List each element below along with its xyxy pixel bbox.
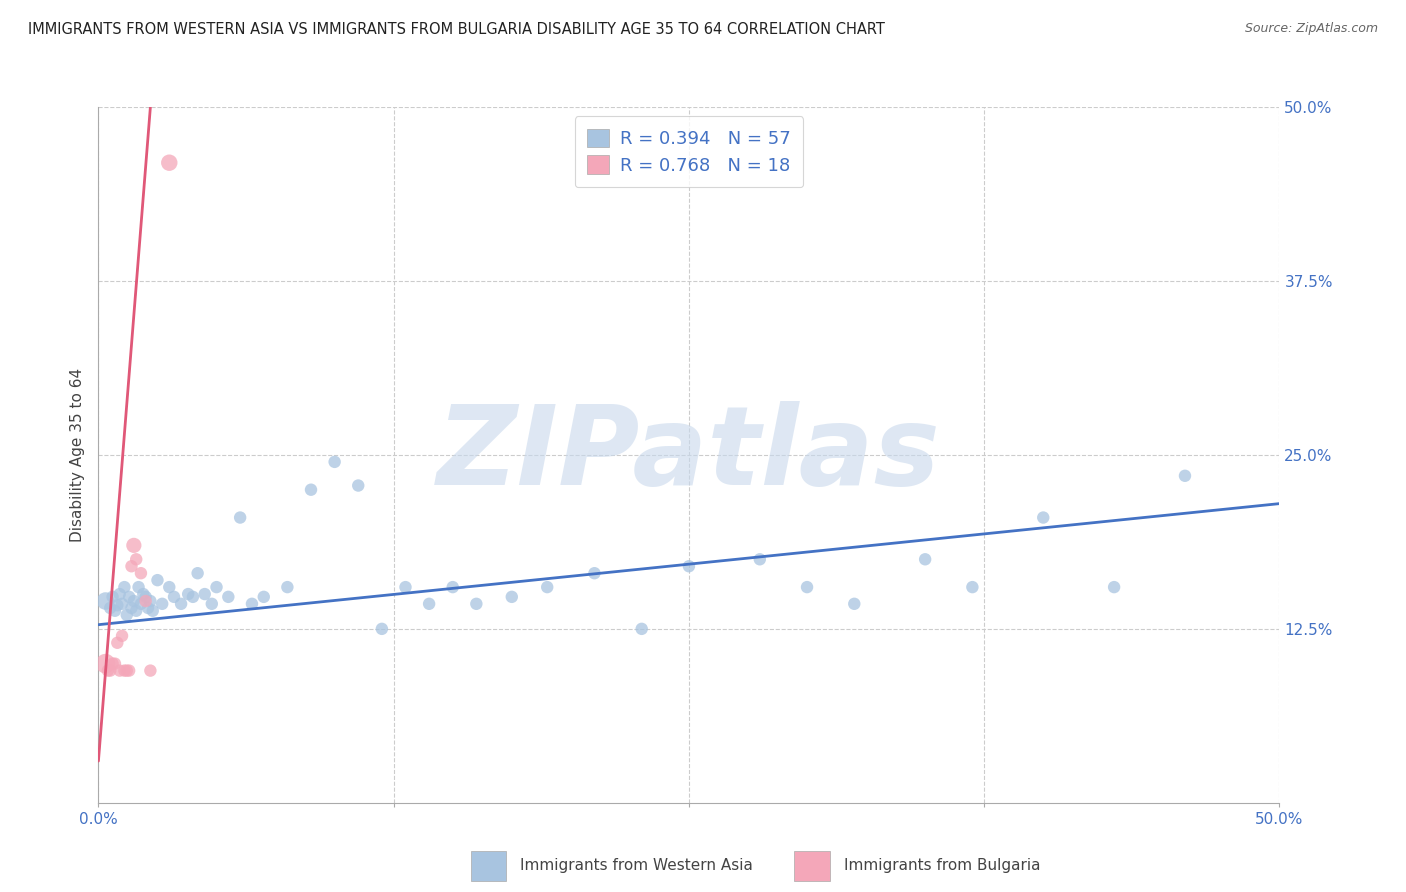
Point bbox=[139, 594, 162, 608]
Point bbox=[111, 597, 134, 611]
Point bbox=[121, 559, 143, 574]
Point bbox=[371, 622, 394, 636]
Point bbox=[194, 587, 217, 601]
Point bbox=[157, 580, 180, 594]
Point bbox=[170, 597, 193, 611]
Point bbox=[347, 478, 370, 492]
Point bbox=[501, 590, 523, 604]
Point bbox=[115, 607, 138, 622]
Y-axis label: Disability Age 35 to 64: Disability Age 35 to 64 bbox=[70, 368, 86, 542]
Point bbox=[104, 604, 127, 618]
Point bbox=[105, 598, 128, 612]
Point bbox=[465, 597, 488, 611]
Point bbox=[217, 590, 239, 604]
Point bbox=[914, 552, 936, 566]
Point bbox=[125, 552, 148, 566]
Point bbox=[276, 580, 298, 594]
Legend: R = 0.394   N = 57, R = 0.768   N = 18: R = 0.394 N = 57, R = 0.768 N = 18 bbox=[575, 116, 803, 187]
Point bbox=[150, 597, 173, 611]
Text: ZIPatlas: ZIPatlas bbox=[437, 401, 941, 508]
Point bbox=[323, 455, 346, 469]
Point bbox=[181, 590, 204, 604]
Point bbox=[122, 538, 145, 552]
Point bbox=[98, 664, 121, 678]
Point bbox=[418, 597, 440, 611]
Point bbox=[441, 580, 464, 594]
Point bbox=[962, 580, 984, 594]
Point bbox=[105, 636, 128, 650]
Point bbox=[136, 601, 159, 615]
Point bbox=[129, 597, 152, 611]
Point bbox=[118, 664, 141, 678]
Point bbox=[135, 594, 157, 608]
Point bbox=[177, 587, 200, 601]
Point bbox=[101, 590, 124, 604]
Point bbox=[108, 587, 131, 601]
Text: Source: ZipAtlas.com: Source: ZipAtlas.com bbox=[1244, 22, 1378, 36]
Point bbox=[98, 601, 121, 615]
Point bbox=[118, 590, 141, 604]
Point bbox=[112, 580, 135, 594]
Point bbox=[1174, 468, 1197, 483]
Point bbox=[205, 580, 228, 594]
Point bbox=[678, 559, 700, 574]
Point bbox=[163, 590, 186, 604]
Point bbox=[139, 664, 162, 678]
Point bbox=[115, 664, 138, 678]
Point bbox=[299, 483, 322, 497]
Point bbox=[111, 629, 134, 643]
Point bbox=[129, 566, 152, 581]
Point bbox=[201, 597, 224, 611]
Point bbox=[97, 664, 120, 678]
Point bbox=[844, 597, 866, 611]
Point bbox=[128, 580, 150, 594]
Point bbox=[748, 552, 770, 566]
Point bbox=[94, 594, 117, 608]
Point bbox=[142, 604, 165, 618]
Point bbox=[101, 657, 124, 671]
Point bbox=[94, 657, 117, 671]
Text: Immigrants from Bulgaria: Immigrants from Bulgaria bbox=[844, 858, 1040, 872]
Point bbox=[108, 664, 131, 678]
Point bbox=[1102, 580, 1125, 594]
Point bbox=[146, 573, 169, 587]
Point bbox=[121, 601, 143, 615]
Point bbox=[253, 590, 276, 604]
Point bbox=[112, 664, 135, 678]
Point bbox=[796, 580, 818, 594]
Point bbox=[630, 622, 652, 636]
Point bbox=[104, 657, 127, 671]
Point bbox=[1032, 510, 1054, 524]
Point bbox=[157, 155, 180, 169]
Point bbox=[132, 587, 155, 601]
Point bbox=[583, 566, 606, 581]
Point bbox=[122, 594, 145, 608]
Point bbox=[240, 597, 263, 611]
Point bbox=[536, 580, 558, 594]
Point bbox=[187, 566, 209, 581]
Point bbox=[125, 604, 148, 618]
Point bbox=[229, 510, 252, 524]
Point bbox=[135, 590, 157, 604]
Point bbox=[394, 580, 416, 594]
Text: IMMIGRANTS FROM WESTERN ASIA VS IMMIGRANTS FROM BULGARIA DISABILITY AGE 35 TO 64: IMMIGRANTS FROM WESTERN ASIA VS IMMIGRAN… bbox=[28, 22, 884, 37]
Text: Immigrants from Western Asia: Immigrants from Western Asia bbox=[520, 858, 754, 872]
